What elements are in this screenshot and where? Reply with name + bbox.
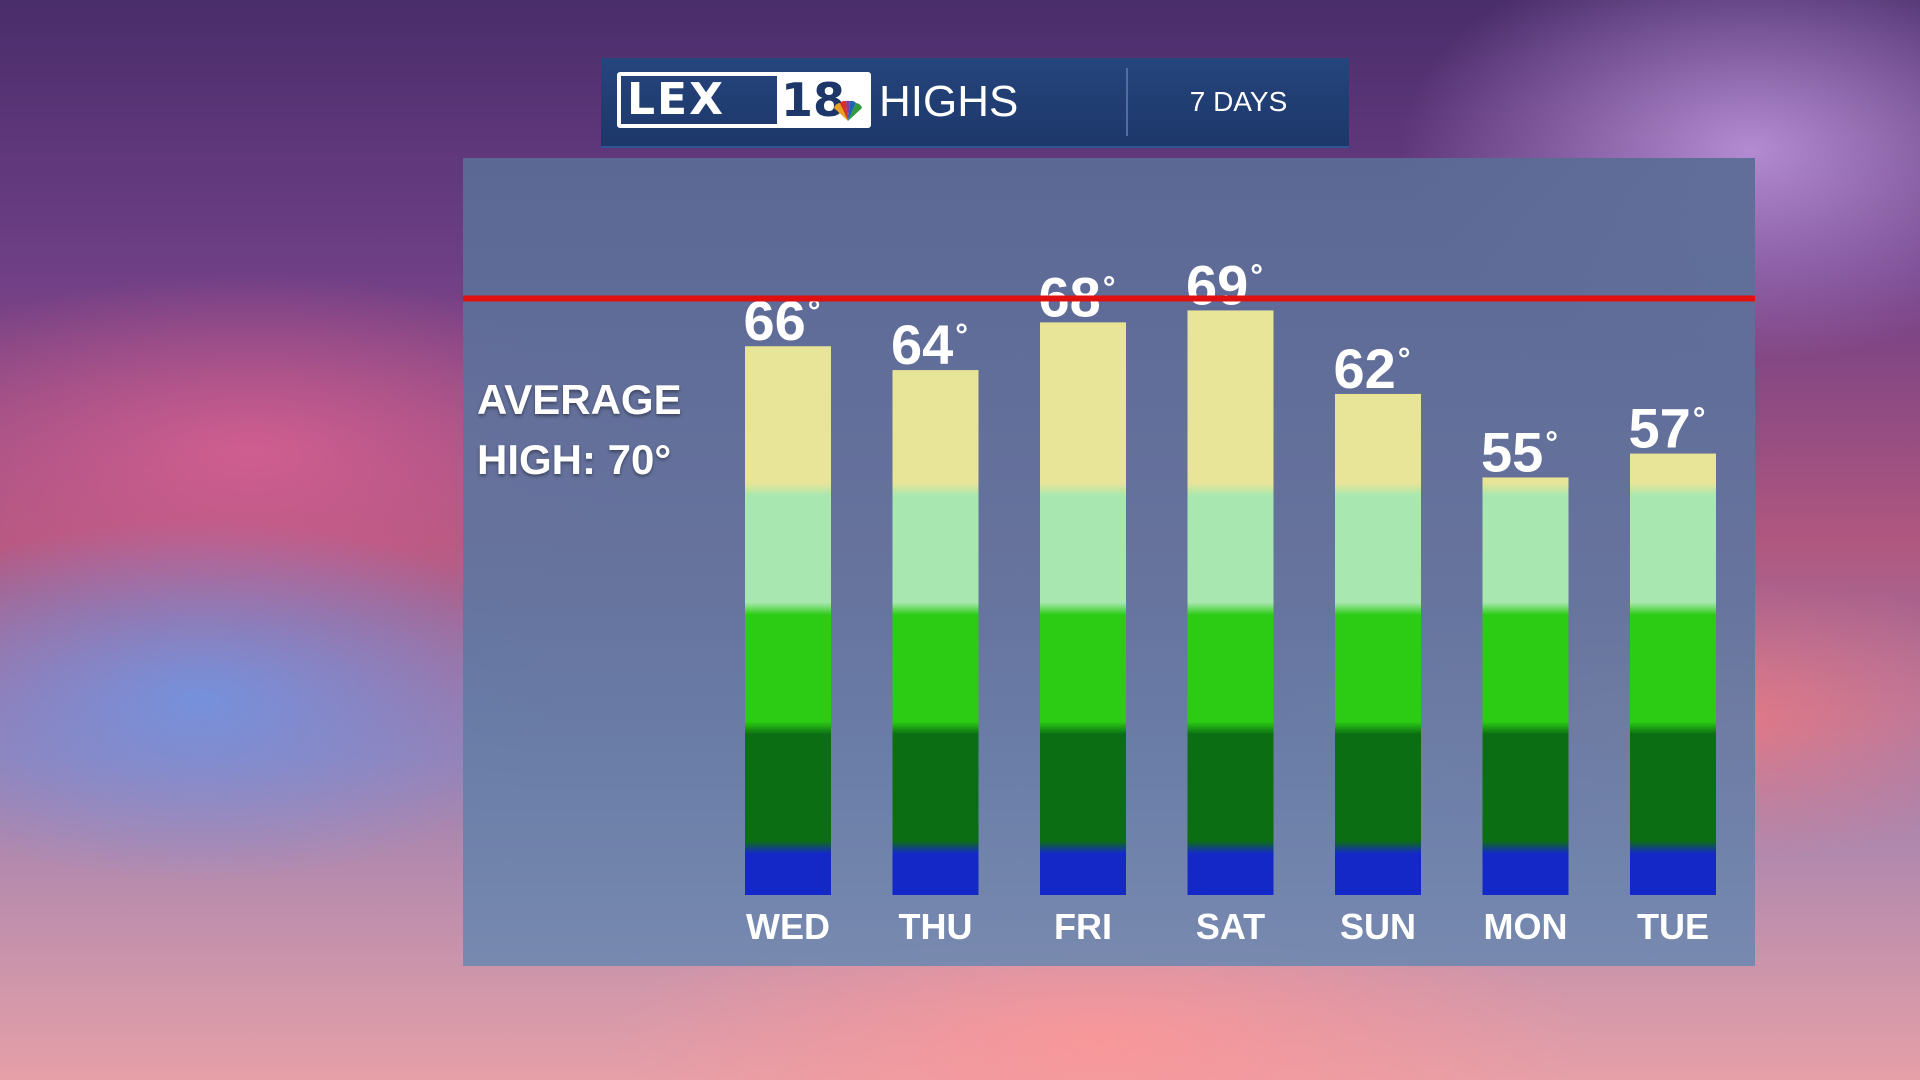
title-banner: LEX 18 HIGHS 7 DAYS [601, 58, 1349, 148]
category-label-tue: TUE [1637, 906, 1709, 947]
bar-sun [1335, 393, 1421, 895]
station-logo: LEX 18 [617, 72, 871, 128]
chart-plot: 66°WED64°THU68°FRI69°SAT62°SUN55°MON57°T… [463, 253, 1755, 947]
value-label-thu: 64° [891, 313, 968, 376]
period-label: 7 DAYS [1189, 86, 1288, 117]
average-high-label: AVERAGE HIGH: 70° [477, 370, 682, 490]
logo-lex-text: LEX [627, 74, 726, 125]
bar-sat [1187, 310, 1274, 895]
category-label-wed: WED [746, 906, 830, 947]
category-label-mon: MON [1484, 906, 1568, 947]
category-label-sat: SAT [1196, 906, 1265, 947]
logo-number: 18 [777, 76, 867, 124]
bar-tue [1630, 453, 1716, 895]
category-label-sun: SUN [1340, 906, 1416, 947]
bar-fri [1040, 322, 1126, 895]
category-label-fri: FRI [1054, 906, 1112, 947]
header-divider [1126, 68, 1128, 136]
bar-wed [745, 346, 831, 896]
bar-thu [892, 370, 979, 895]
peacock-icon [834, 100, 862, 121]
value-label-sat: 69° [1186, 253, 1263, 316]
value-label-mon: 55° [1481, 420, 1558, 483]
bar-mon [1482, 477, 1569, 895]
logo-number-text: 18 [781, 73, 846, 127]
chart-title: HIGHS [879, 77, 1019, 126]
category-label-thu: THU [899, 906, 973, 947]
value-label-tue: 57° [1628, 397, 1705, 460]
average-label-line1: AVERAGE [477, 376, 682, 423]
value-label-sun: 62° [1333, 337, 1410, 400]
bars-layer [745, 310, 1716, 896]
average-label-line2: HIGH: 70° [477, 436, 672, 483]
chart-panel: 66° WED 64° THU 68° FRI 69° SAT 62° SUN 55° MON 57° T… [463, 158, 1755, 966]
